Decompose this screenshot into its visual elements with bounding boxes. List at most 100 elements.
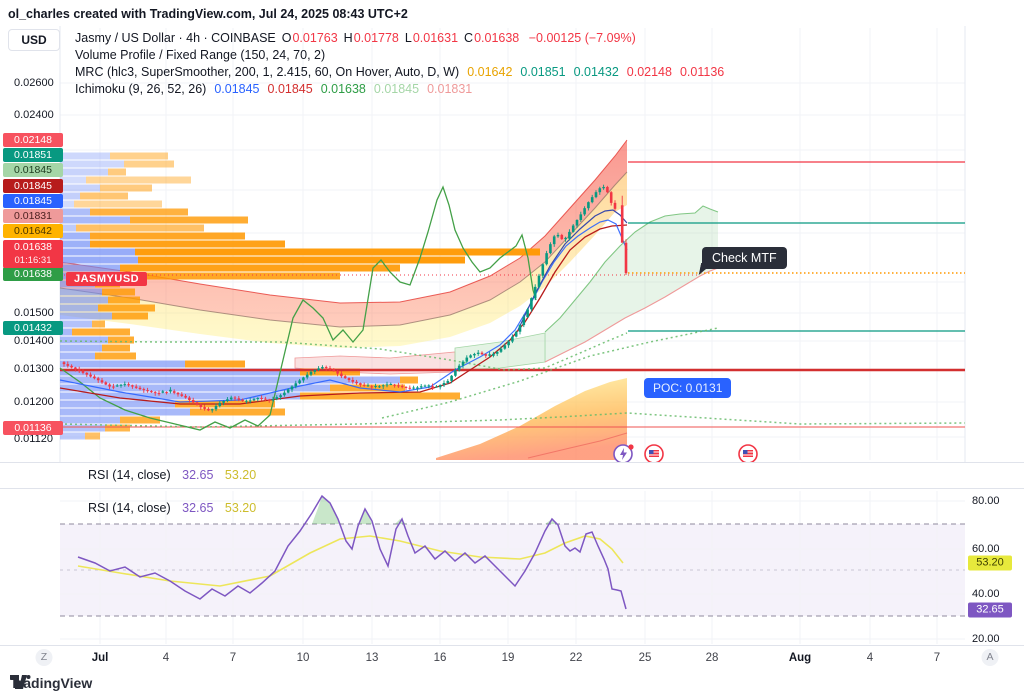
- time-tick-label: 10: [296, 652, 310, 664]
- price-level-badge: 0.01845: [3, 194, 63, 208]
- time-tick-label: Aug: [788, 652, 812, 664]
- attribution-text: ol_charles created with TradingView.com,…: [8, 7, 408, 21]
- price-level-badge: 0.02148: [3, 133, 63, 147]
- candles: [62, 184, 628, 413]
- indicator-legend: Jasmy / US Dollar · 4h · COINBASE O0.0176…: [75, 30, 724, 98]
- price-level-badge: 0.01845: [3, 163, 63, 177]
- ohlc-value: 0.01638: [474, 31, 520, 45]
- volume-profile-title: Volume Profile / Fixed Range (150, 24, 7…: [75, 48, 326, 62]
- ohlc-key: C: [464, 31, 474, 45]
- rsi-pane-value: 32.65: [182, 501, 214, 515]
- change-value: −0.00125 (−7.09%): [528, 31, 636, 45]
- mrc-lower-band: [436, 378, 628, 460]
- current-price-badge: 0.01638 01:16:31: [3, 240, 63, 268]
- price-axis-label: 0.01200: [14, 396, 54, 408]
- indicator-value: 0.01642: [467, 65, 513, 79]
- indicator-value: 0.01851: [520, 65, 566, 79]
- rsi-value: 32.65: [182, 468, 214, 482]
- rsi-grid: [60, 491, 965, 644]
- rsi-overbought-fills: [312, 496, 558, 524]
- rsi-collapsed-pane[interactable]: RSI (14, close) 32.65 53.20: [0, 462, 1024, 489]
- indicator-value: 0.02148: [626, 65, 672, 79]
- time-tick-label: 22: [569, 652, 583, 664]
- time-tick-label: 7: [933, 652, 941, 664]
- symbol-title: Jasmy / US Dollar · 4h · COINBASE: [75, 31, 276, 45]
- time-tick-label: 16: [433, 652, 447, 664]
- rsi-level-badge: 32.65: [968, 602, 1012, 618]
- ohlc-value: 0.01778: [353, 31, 399, 45]
- currency-toggle-button[interactable]: USD: [8, 29, 60, 51]
- rsi-axis-label: 80.00: [972, 495, 1000, 507]
- price-level-badge: 0.01432: [3, 321, 63, 335]
- price-axis-label: 0.01500: [14, 307, 54, 319]
- rsi-title: RSI (14, close): [88, 468, 171, 482]
- legend-symbol-row[interactable]: Jasmy / US Dollar · 4h · COINBASE O0.0176…: [75, 30, 724, 47]
- price-level-badge: 0.01136: [3, 421, 63, 435]
- ohlc-key: O: [281, 31, 292, 45]
- indicator-value: 0.01845: [373, 82, 420, 96]
- check-mtf-callout[interactable]: Check MTF: [702, 247, 787, 269]
- price-axis-label: 0.01120: [14, 433, 53, 445]
- mrc-title: MRC (hlc3, SuperSmoother, 200, 1, 2.415,…: [75, 65, 460, 79]
- legend-volume-profile-row[interactable]: Volume Profile / Fixed Range (150, 24, 7…: [75, 47, 724, 64]
- price-axis-label: 0.01300: [14, 363, 54, 375]
- volume-profile: [60, 152, 540, 440]
- indicator-value: 0.01845: [267, 82, 313, 96]
- indicator-value: 0.01432: [573, 65, 619, 79]
- ohlc-key: H: [343, 31, 353, 45]
- price-axis-label: 0.02600: [14, 77, 54, 89]
- time-tick-label: 19: [501, 652, 515, 664]
- time-tick-label: Jul: [91, 652, 109, 664]
- legend-ichimoku-row[interactable]: Ichimoku (9, 26, 52, 26) 0.01845 0.01845 0.…: [75, 81, 724, 98]
- symbol-price-badge: JASMYUSD: [66, 272, 148, 286]
- price-chart-canvas[interactable]: [0, 26, 1024, 462]
- rsi-legend-row[interactable]: RSI (14, close) 32.65 53.20: [88, 468, 256, 482]
- rsi-ma-line: [77, 535, 624, 587]
- rsi-pane-legend[interactable]: RSI (14, close) 32.65 53.20: [88, 501, 256, 515]
- time-scale[interactable]: Z Jul 4 7 10 13 16 19 22 25 28 Aug 4 7 A: [0, 645, 1024, 671]
- price-axis-label: 0.01400: [14, 335, 54, 347]
- ohlc-value: 0.01763: [292, 31, 338, 45]
- legend-mrc-row[interactable]: MRC (hlc3, SuperSmoother, 200, 1, 2.415,…: [75, 64, 724, 81]
- indicator-value: 0.01136: [679, 65, 725, 79]
- ichimoku-title: Ichimoku (9, 26, 52, 26): [75, 82, 207, 96]
- price-pane[interactable]: USD Jasmy / US Dollar · 4h · COINBASE O0.…: [0, 26, 1024, 465]
- rsi-pane[interactable]: RSI (14, close) 32.65 53.20 80.00 60.00 40…: [0, 488, 1024, 646]
- price-axis-label: 0.02400: [14, 109, 54, 121]
- rsi-pane-title: RSI (14, close): [88, 501, 171, 515]
- indicator-value: 0.01638: [320, 82, 366, 96]
- indicator-value: 0.01831: [427, 82, 473, 96]
- price-level-badge: 0.01638: [3, 267, 63, 281]
- footer: TradingView: [0, 670, 1024, 698]
- lightning-event-icon[interactable]: [613, 443, 635, 465]
- time-tick-label: 28: [705, 652, 719, 664]
- auto-scale-button[interactable]: A: [981, 649, 999, 666]
- tradingview-logo[interactable]: TradingView: [10, 675, 92, 691]
- time-tick-label: 4: [866, 652, 874, 664]
- rsi-line: [77, 494, 627, 610]
- timezone-button[interactable]: Z: [35, 649, 53, 666]
- time-tick-label: 4: [162, 652, 170, 664]
- price-level-badge: 0.01851: [3, 148, 63, 162]
- price-level-badge: 0.01642: [3, 224, 63, 238]
- rsi-pane-ma-value: 53.20: [224, 501, 257, 515]
- rsi-axis-label: 40.00: [972, 588, 1000, 600]
- time-tick-label: 7: [229, 652, 237, 664]
- price-level-badge: 0.01845: [3, 179, 63, 193]
- mrc-upper-band: [59, 139, 628, 348]
- rsi-axis-label: 20.00: [972, 633, 1000, 645]
- ohlc-key: L: [404, 31, 412, 45]
- rsi-ma-value: 53.20: [224, 468, 257, 482]
- poc-label: POC: 0.0131: [644, 378, 732, 398]
- indicator-value: 0.01845: [214, 82, 260, 96]
- time-tick-label: 13: [365, 652, 379, 664]
- price-level-badge: 0.01831: [3, 209, 63, 223]
- rsi-chart-canvas[interactable]: [0, 489, 1024, 646]
- time-tick-label: 25: [638, 652, 652, 664]
- ohlc-value: 0.01631: [412, 31, 459, 45]
- tradingview-logo-text: TradingView: [10, 675, 93, 691]
- rsi-level-badge: 53.20: [968, 555, 1012, 571]
- rsi-axis-label: 60.00: [972, 543, 1000, 555]
- attribution-bar: ol_charles created with TradingView.com,…: [0, 0, 1024, 26]
